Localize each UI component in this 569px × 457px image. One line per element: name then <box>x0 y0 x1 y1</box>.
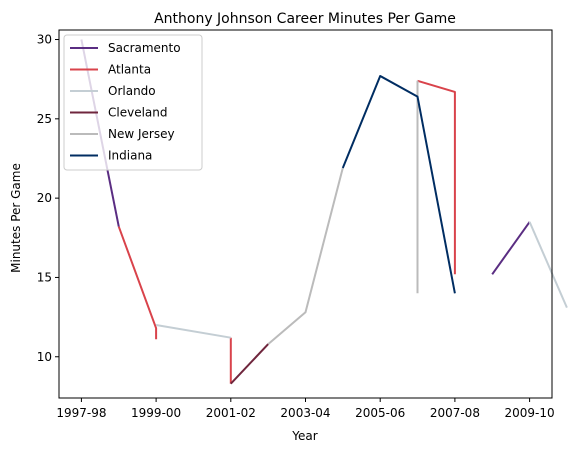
series-line-sacramento-1 <box>491 221 531 275</box>
x-tick-label: 1999-00 <box>131 406 181 420</box>
legend-label: Atlanta <box>108 63 151 77</box>
legend-label: Orlando <box>108 84 156 98</box>
x-tick-label: 2003-04 <box>280 406 330 420</box>
y-tick-label: 15 <box>37 270 52 284</box>
series-layer <box>80 39 568 385</box>
chart-title: Anthony Johnson Career Minutes Per Game <box>154 11 456 27</box>
y-tick-label: 20 <box>37 191 52 205</box>
y-tick-label: 10 <box>37 350 52 364</box>
x-tick-label: 1997-98 <box>56 406 106 420</box>
series-line-orlando-2 <box>528 221 568 308</box>
legend-label: Indiana <box>108 149 152 163</box>
x-tick-label: 2007-08 <box>430 406 480 420</box>
x-tick-label: 2005-06 <box>355 406 405 420</box>
y-axis-label: Minutes Per Game <box>9 163 23 273</box>
x-axis-ticks: 1997-98 1999-00 2001-02 2003-04 2005-06 2007-… <box>56 398 555 420</box>
series-line-orlando-0 <box>155 324 231 339</box>
x-axis-label: Year <box>291 429 317 443</box>
series-line-atlanta-0 <box>117 226 158 340</box>
legend: Sacramento Atlanta Orlando Cleveland New Jer… <box>63 34 203 171</box>
series-line-indiana-0 <box>341 75 456 294</box>
x-tick-label: 2001-02 <box>206 406 256 420</box>
legend-label: New Jersey <box>108 127 175 141</box>
series-line-new-jersey-0 <box>267 167 344 345</box>
y-tick-label: 30 <box>37 33 52 47</box>
legend-label: Sacramento <box>108 41 181 55</box>
y-tick-label: 25 <box>37 112 52 126</box>
legend-box <box>63 34 203 171</box>
series-line-atlanta-2 <box>417 79 456 275</box>
y-axis-ticks: 10 15 20 25 30 <box>37 33 59 364</box>
series-line-cleveland-0 <box>230 343 269 385</box>
legend-label: Cleveland <box>108 106 168 120</box>
x-tick-label: 2009-10 <box>505 406 555 420</box>
